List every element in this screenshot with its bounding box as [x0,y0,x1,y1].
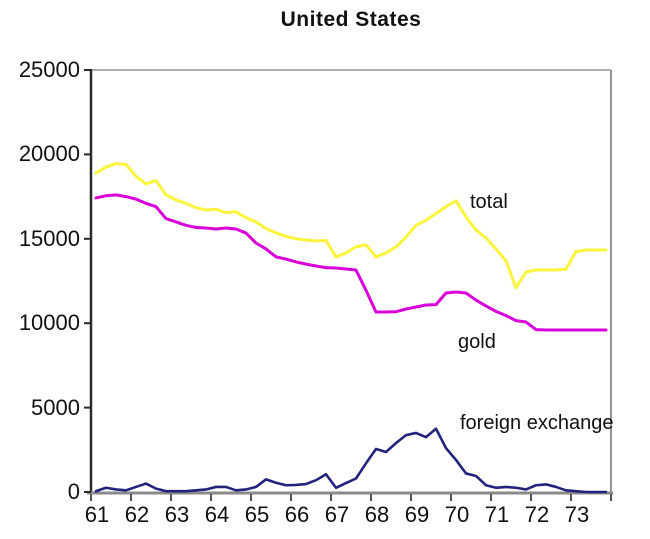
y-axis-tick-label: 20000 [18,141,80,167]
series-line-foreign-exchange [94,427,608,494]
x-axis-tick-label: 64 [204,502,230,527]
x-axis-tick-label: 72 [524,502,550,527]
chart-title: United States [280,8,422,31]
series-label-foreign-exchange: foreign exchange [460,412,614,434]
x-axis-tick-label: 63 [164,502,190,527]
series-line-gold [94,193,608,332]
y-axis-tick-label: 0 [67,479,80,504]
y-axis-tick-label: 5000 [31,394,80,420]
x-axis-tick-label: 70 [444,502,470,527]
series-line-total [94,162,608,290]
x-axis-tick-label: 71 [484,502,510,527]
x-axis-tick-label: 69 [404,502,430,527]
y-axis-tick-label: 15000 [18,225,80,251]
y-axis-tick-label: 25000 [18,57,80,82]
x-axis-tick-label: 66 [284,502,310,527]
x-axis-tick-label: 61 [84,502,110,527]
y-axis-tick-label: 10000 [18,310,80,336]
x-axis-tick-label: 73 [564,502,590,527]
series-label-gold: gold [458,331,496,353]
series-label-total: total [470,191,508,213]
x-axis-tick-label: 65 [244,502,270,527]
x-axis-tick-label: 68 [364,502,390,527]
x-axis-tick-label: 67 [324,502,350,527]
x-axis-tick-label: 62 [124,502,150,527]
